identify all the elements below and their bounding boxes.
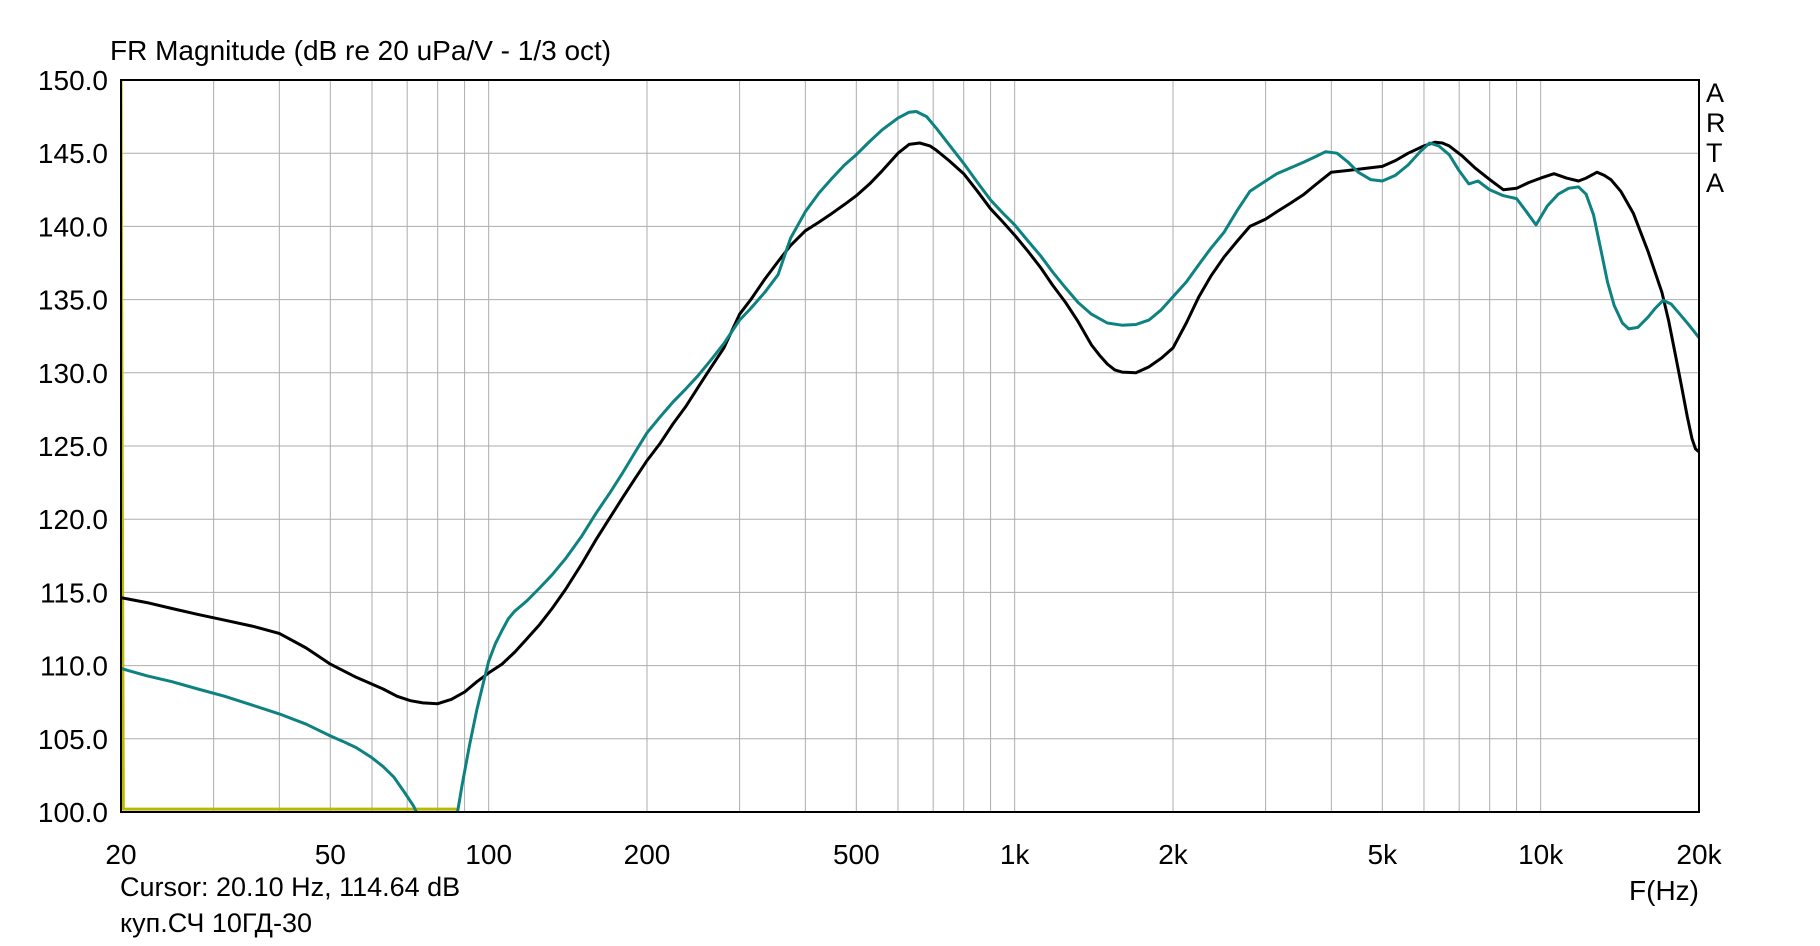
cursor-readout: Cursor: 20.10 Hz, 114.64 dB [120, 872, 461, 902]
series-measurement-teal [121, 110, 1699, 812]
chart-title: FR Magnitude (dB re 20 uPa/V - 1/3 oct) [110, 35, 612, 66]
arta-letter: A [1706, 168, 1725, 198]
y-tick-label: 120.0 [38, 504, 108, 535]
arta-watermark: A R T A [1706, 78, 1726, 198]
arta-letter: R [1706, 108, 1726, 138]
y-tick-label: 125.0 [38, 431, 108, 462]
series-measurement-black [121, 140, 1699, 706]
x-tick-label: 1k [1000, 839, 1031, 870]
y-tick-label: 130.0 [38, 358, 108, 389]
x-tick-label: 20k [1676, 839, 1722, 870]
y-axis-labels: 150.0 145.0 140.0 135.0 130.0 125.0 120.0 115.0… [38, 65, 108, 828]
x-axis-title: F(Hz) [1629, 875, 1699, 906]
plot-frame [120, 79, 1700, 813]
x-tick-label: 50 [315, 839, 346, 870]
x-tick-label: 2k [1158, 839, 1189, 870]
x-tick-label: 100 [465, 839, 512, 870]
y-tick-label: 140.0 [38, 211, 108, 242]
y-tick-label: 135.0 [38, 285, 108, 316]
y-tick-label: 115.0 [40, 577, 108, 608]
x-tick-label: 20 [105, 839, 136, 870]
y-tick-label: 150.0 [38, 65, 108, 96]
y-tick-label: 105.0 [38, 724, 108, 755]
measurement-label: куп.СЧ 10ГД-30 [120, 908, 312, 938]
x-tick-label: 500 [833, 839, 880, 870]
arta-letter: A [1706, 78, 1725, 108]
y-tick-label: 145.0 [38, 138, 108, 169]
x-tick-label: 5k [1368, 839, 1399, 870]
arta-letter: T [1706, 138, 1723, 168]
y-tick-label: 100.0 [38, 797, 108, 828]
gridlines [121, 80, 1699, 812]
y-tick-label: 110.0 [40, 651, 108, 682]
x-tick-label: 10k [1518, 839, 1564, 870]
x-tick-label: 200 [624, 839, 671, 870]
x-axis-labels: 20 50 100 200 500 1k 2k 5k 10k 20k [105, 839, 1722, 870]
